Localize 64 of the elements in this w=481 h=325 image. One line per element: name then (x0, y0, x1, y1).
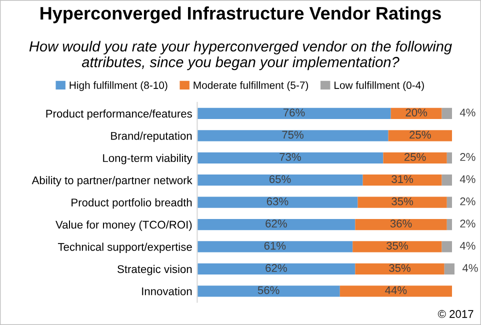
bar (197, 174, 363, 186)
legend-label: High fulfillment (8-10) (70, 81, 168, 91)
data-label: 4% (462, 264, 478, 272)
data-label: 35% (392, 197, 414, 206)
data-label: 61% (264, 242, 286, 250)
y-tick-label: Technical support/expertise (58, 242, 192, 254)
data-label: 76% (283, 108, 305, 116)
data-label: 36% (390, 220, 412, 228)
y-tick-label: Product performance/features (46, 109, 192, 120)
bar (383, 152, 447, 164)
bar (197, 152, 384, 164)
data-label: 75% (282, 130, 304, 139)
y-tick-label: Long-term viability (103, 154, 192, 164)
data-label: 25% (410, 130, 431, 139)
legend-label: Moderate fulfillment (5-7) (194, 81, 308, 91)
y-tick-label: Brand/reputation (111, 132, 192, 142)
data-label: 2% (460, 153, 476, 161)
bar (355, 218, 447, 230)
bar (446, 196, 452, 208)
chart-title: Hyperconverged Infrastructure Vendor Ratings (40, 6, 441, 24)
bar (358, 196, 447, 208)
bar (197, 218, 356, 230)
bar (340, 286, 452, 297)
bar (388, 130, 452, 142)
data-label: 2% (460, 197, 476, 206)
y-tick-label: Innovation (142, 287, 192, 296)
data-label: 35% (389, 264, 410, 272)
y-tick-label: Value for money (TCO/ROI) (56, 220, 192, 231)
data-label: 35% (386, 242, 408, 250)
bar (442, 174, 452, 186)
data-label: 25% (404, 153, 426, 161)
text: © 2017 (438, 310, 474, 318)
data-label: 65% (269, 175, 291, 184)
bar (197, 286, 340, 297)
chart-subtitle: How would you rate your hyperconverged vendor on the following attributes, since you began your implementation? (29, 40, 452, 70)
data-label: 4% (460, 108, 476, 116)
data-label: 62% (266, 220, 287, 228)
bar (197, 196, 358, 208)
bar (352, 241, 442, 252)
y-tick-label: Product portfolio breadth (72, 198, 192, 209)
bar (197, 263, 356, 274)
bar (355, 263, 444, 274)
bar (444, 263, 455, 274)
data-label: 56% (258, 286, 280, 294)
y-tick-label: Strategic vision (118, 264, 192, 276)
data-label: 20% (406, 108, 428, 116)
data-label: 44% (385, 286, 407, 294)
data-label: 73% (280, 153, 301, 161)
data-label: 31% (392, 175, 414, 184)
data-label: 2% (460, 220, 476, 228)
bar (362, 174, 442, 186)
data-label: 62% (266, 264, 287, 272)
data-label: 4% (460, 175, 476, 184)
bar (446, 152, 452, 164)
bar (446, 218, 452, 230)
y-tick-label: Ability to partner/partner network (32, 176, 192, 186)
bar (442, 108, 452, 120)
data-label: 63% (266, 197, 288, 206)
bar (197, 241, 353, 252)
bar (197, 130, 388, 142)
bar (197, 108, 391, 120)
data-label: 4% (460, 242, 476, 250)
bar (442, 241, 452, 252)
legend-label: Low fulfillment (0-4) (334, 81, 424, 91)
